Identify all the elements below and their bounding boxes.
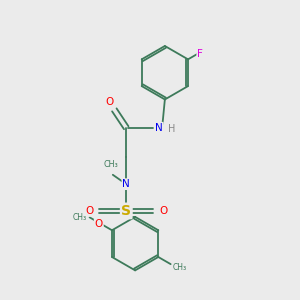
Text: O: O xyxy=(85,206,93,216)
Text: F: F xyxy=(197,49,203,59)
Text: O: O xyxy=(95,219,103,229)
Text: CH₃: CH₃ xyxy=(104,160,119,169)
Text: CH₃: CH₃ xyxy=(73,213,87,222)
Text: S: S xyxy=(121,204,131,218)
Text: O: O xyxy=(106,98,114,107)
Text: H: H xyxy=(168,124,175,134)
Text: CH₃: CH₃ xyxy=(172,263,186,272)
Text: N: N xyxy=(122,179,130,189)
Text: O: O xyxy=(159,206,167,216)
Text: N: N xyxy=(155,123,163,133)
